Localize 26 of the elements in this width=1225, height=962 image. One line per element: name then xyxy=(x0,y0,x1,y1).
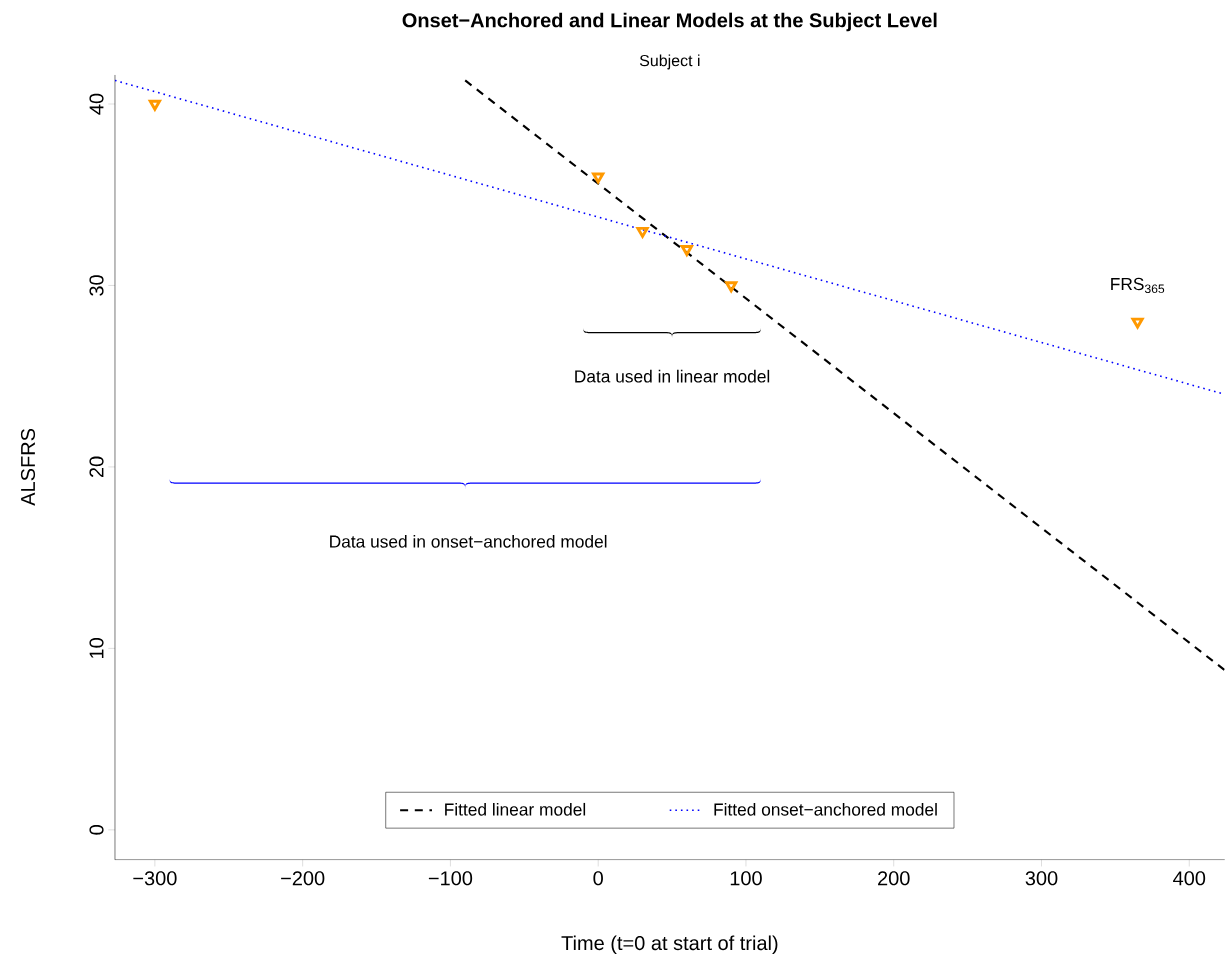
y-tick-label: 30 xyxy=(89,275,104,296)
point xyxy=(725,281,738,293)
x-axis-title: Time (t=0 at start of trial) xyxy=(561,935,778,955)
annotation: FRS$_{365}$ xyxy=(1111,277,1165,294)
y-tick-label: 40 xyxy=(89,93,104,115)
y-tick-label: 20 xyxy=(89,456,104,478)
x-tick-label: 100 xyxy=(730,871,762,886)
x-tick-label: 200 xyxy=(878,871,910,886)
point xyxy=(680,245,693,257)
legend-label: Fitted onset−anchored model xyxy=(714,803,937,816)
y-tick-label: 10 xyxy=(89,638,104,659)
point xyxy=(592,172,605,184)
x-tick-label: 400 xyxy=(1173,871,1206,886)
point xyxy=(1131,317,1144,329)
annotation: Data used in linear model xyxy=(575,369,770,383)
y-tick-label: 0 xyxy=(89,825,104,835)
x-tick-label: −100 xyxy=(428,871,473,886)
x-tick-label: 300 xyxy=(1025,871,1058,886)
x-tick-label: −200 xyxy=(281,871,325,886)
annotation: Data used in onset−anchored model xyxy=(330,535,607,548)
chart-title: Onset−Anchored and Linear Models at the Subject Level xyxy=(402,12,937,32)
legend-label: Fitted linear model xyxy=(445,803,586,816)
chart-subtitle: Subject i xyxy=(639,54,700,70)
y-axis-title: ALSFRS xyxy=(20,429,36,506)
x-tick-label: 0 xyxy=(593,871,603,886)
x-tick-label: −300 xyxy=(133,871,177,886)
